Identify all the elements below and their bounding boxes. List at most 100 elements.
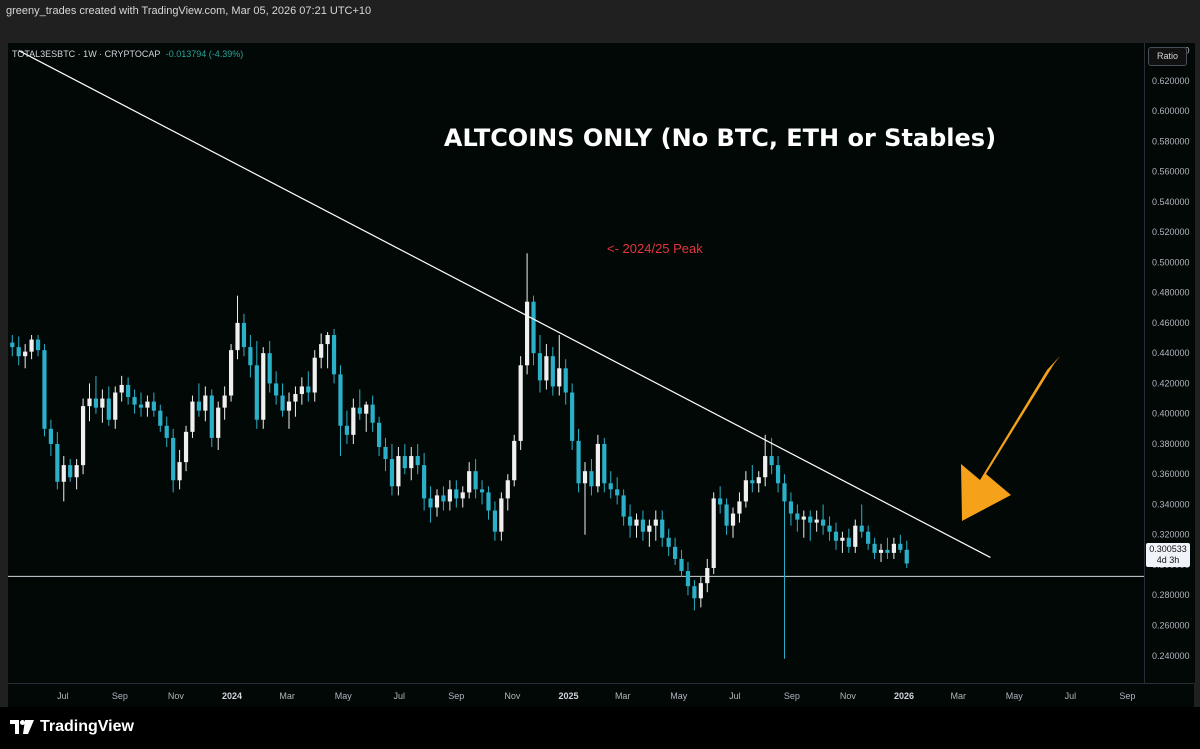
candle-body (840, 537, 845, 541)
candle-body (698, 583, 703, 599)
candle-body (544, 356, 549, 381)
candle-body (441, 495, 446, 502)
candle-body (331, 335, 337, 375)
ratio-scale-button[interactable]: Ratio (1148, 47, 1187, 66)
price-tick-label: 0.280000 (1152, 590, 1190, 600)
candle-body (685, 571, 691, 587)
time-tick-label: Nov (168, 691, 185, 701)
candle-body (853, 525, 858, 547)
watermark-header: greeny_trades created with TradingView.c… (0, 0, 1200, 24)
candle-body (782, 483, 787, 502)
candle-body (602, 443, 607, 484)
candle-body (209, 395, 214, 438)
price-tick-label: 0.420000 (1152, 378, 1190, 388)
candle-body (216, 407, 221, 438)
candle-body (396, 456, 401, 487)
time-tick-group: Jul Sep Nov 2024 Mar May Jul Sep Nov 2025 Mar May Ju… (57, 691, 1135, 701)
chart-title: ALTCOINS ONLY (No BTC, ETH or Stables) (444, 124, 996, 152)
candle-body (518, 365, 523, 441)
candle-body (344, 425, 350, 435)
time-tick-label: Jul (729, 691, 741, 701)
candle-body (788, 501, 794, 514)
candle-body (61, 465, 66, 482)
candle-body (499, 498, 504, 532)
candle-body (563, 368, 568, 393)
candle-body (615, 489, 620, 496)
candle-body (158, 410, 163, 426)
time-tick-label: Jul (394, 691, 406, 701)
candle-body (422, 465, 427, 499)
candle-body (505, 480, 510, 499)
time-tick-label: May (335, 691, 353, 701)
candle-body (666, 537, 671, 547)
candle-body (743, 480, 748, 502)
candle-body (827, 525, 832, 532)
price-scale[interactable] (1144, 43, 1195, 683)
candle-body (364, 404, 369, 414)
candle-body (248, 347, 253, 366)
price-tick-label: 0.380000 (1152, 439, 1190, 449)
time-tick-label: Nov (504, 691, 521, 701)
candle-body (126, 384, 131, 398)
time-tick-label: Sep (1119, 691, 1135, 701)
candle-body (293, 394, 298, 402)
current-price-value: 0.300533 (1149, 544, 1187, 554)
candle-body (730, 513, 736, 526)
time-tick-label: Sep (784, 691, 800, 701)
candle-body (312, 357, 317, 393)
candle-body (537, 353, 543, 381)
tradingview-logo[interactable]: TradingView (10, 718, 134, 736)
candle-body (351, 407, 356, 435)
candle-body (763, 456, 768, 478)
candle-body (859, 525, 864, 532)
price-tick-label: 0.540000 (1152, 197, 1190, 207)
time-tick-label: Sep (448, 691, 464, 701)
current-price-badge: 0.300533 4d 3h (1146, 543, 1190, 567)
time-tick-label: Nov (840, 691, 857, 701)
candle-body (151, 401, 156, 411)
time-axis[interactable] (8, 683, 1194, 708)
downtrend-line[interactable] (18, 50, 991, 558)
candle-body (595, 443, 600, 487)
candle-body (570, 392, 575, 441)
candle-body (228, 350, 234, 396)
candle-body (254, 365, 259, 420)
candle-body (898, 543, 903, 550)
candle-body (878, 549, 884, 553)
candle-body (235, 322, 240, 351)
candle-body (891, 543, 896, 553)
bar-countdown: 4d 3h (1156, 555, 1180, 565)
candle-body (454, 489, 459, 499)
candle-body (557, 368, 562, 387)
tradingview-logo-icon (10, 720, 34, 734)
time-tick-label: May (1006, 691, 1024, 701)
candle-body (48, 428, 54, 444)
candle-body (35, 339, 41, 351)
candle-body (376, 422, 382, 447)
arrow-group (961, 356, 1060, 521)
candle-body (486, 492, 491, 511)
candle-body (711, 498, 716, 569)
symbol-legend: TOTAL3ESBTC · 1W · CRYPTOCAP -0.013794 (… (12, 49, 243, 59)
candle-body (737, 501, 742, 514)
candle-body (692, 586, 697, 599)
candle-body (808, 516, 813, 523)
candle-body (846, 537, 851, 547)
price-tick-label: 0.580000 (1152, 136, 1190, 146)
candle-body (467, 471, 472, 493)
candle-body (286, 401, 292, 411)
candle-body (589, 471, 594, 487)
candle-body (428, 498, 433, 508)
candle-body (634, 519, 639, 526)
time-tick-label: Sep (112, 691, 128, 701)
price-tick-label: 0.320000 (1152, 530, 1190, 540)
candle-body (473, 471, 478, 490)
candle-body (718, 498, 723, 505)
candle-body (550, 356, 555, 387)
price-tick-label: 0.340000 (1152, 499, 1190, 509)
peak-annotation: <- 2024/25 Peak (607, 241, 703, 256)
candle-body (756, 477, 761, 484)
candle-body (872, 543, 877, 553)
candle-body (672, 546, 678, 559)
time-tick-label: Mar (279, 691, 295, 701)
